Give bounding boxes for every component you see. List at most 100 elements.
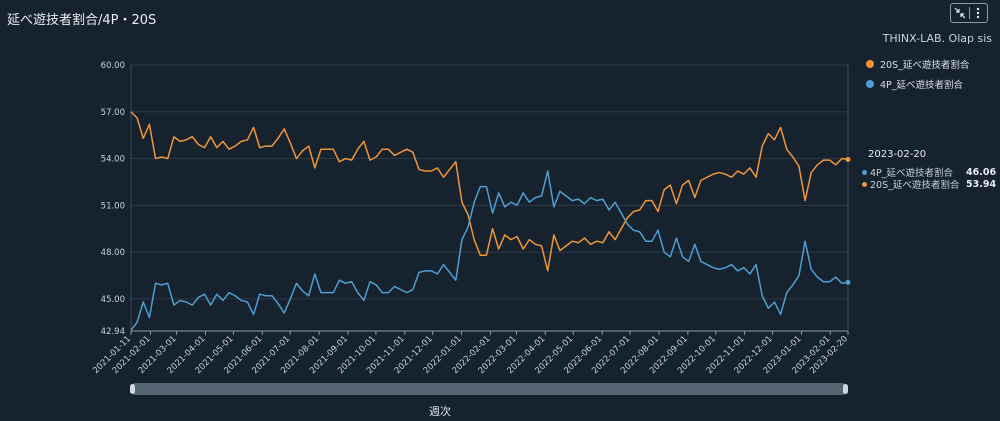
data-point-4p [725,267,727,269]
data-point-4p [841,282,843,284]
data-point-4p [253,314,255,316]
data-point-4p [529,201,531,203]
data-point-20s [326,148,328,150]
tooltip-dot-20s [862,181,867,187]
data-point-4p [320,292,322,294]
data-point-4p [136,321,138,323]
data-point-20s [835,164,837,166]
data-point-20s [430,170,432,172]
data-point-20s [786,148,788,150]
data-point-20s [136,117,138,119]
data-point-20s [161,156,163,158]
collapse-icon[interactable] [951,4,969,22]
data-point-4p [749,273,751,275]
data-point-20s [149,123,151,125]
data-point-4p [774,301,776,303]
data-point-4p [228,292,230,294]
data-point-4p [731,264,733,266]
data-point-4p [142,301,144,303]
data-point-20s [565,245,567,247]
data-point-20s [614,239,616,241]
data-point-20s [381,148,383,150]
data-point-4p [768,307,770,309]
data-point-20s [792,156,794,158]
data-point-4p [700,261,702,263]
data-point-4p [290,298,292,300]
data-point-20s [590,244,592,246]
data-point-4p [357,292,359,294]
data-point-4p [627,223,629,225]
data-point-4p [430,270,432,272]
data-point-4p [804,240,806,242]
range-slider-right-handle[interactable] [843,384,848,394]
data-point-4p [437,273,439,275]
data-point-20s [571,240,573,242]
data-point-20s [535,244,537,246]
data-point-20s [633,211,635,213]
data-point-4p [719,268,721,270]
series-line-4p [130,170,849,331]
y-tick-label: 51.00 [101,201,125,211]
data-point-20s [204,147,206,149]
data-point-4p [467,226,469,228]
data-point-4p [541,195,543,197]
data-point-20s [332,148,334,150]
data-point-20s [400,152,402,154]
data-point-4p [179,300,181,302]
data-point-4p [845,279,851,285]
data-point-20s [559,250,561,252]
data-point-20s [247,139,249,141]
data-point-4p [565,195,567,197]
data-point-20s [602,242,604,244]
data-point-4p [516,205,518,207]
data-point-4p [185,301,187,303]
data-point-4p [602,198,604,200]
data-point-20s [480,254,482,256]
data-point-4p [400,289,402,291]
legend-item-4p[interactable]: 4P_延べ遊技者割合 [866,74,969,94]
data-point-20s [810,172,812,174]
data-point-4p [498,192,500,194]
data-point-20s [817,164,819,166]
data-point-4p [363,300,365,302]
data-point-4p [651,240,653,242]
tooltip-value-20s: 53.94 [966,178,997,190]
more-vertical-icon[interactable] [969,4,987,22]
data-point-20s [302,150,304,152]
chart-toolbar [950,3,988,23]
data-point-4p [234,295,236,297]
data-point-4p [522,192,524,194]
data-point-20s [406,148,408,150]
data-point-20s [700,180,702,182]
data-point-4p [755,264,757,266]
data-point-4p [461,239,463,241]
data-point-4p [161,284,163,286]
data-point-4p [326,292,328,294]
legend-item-20s[interactable]: 20S_延べ遊技者割合 [866,54,969,74]
data-point-4p [394,286,396,288]
range-slider-left-handle[interactable] [130,384,135,394]
data-point-20s [657,211,659,213]
data-point-4p [706,264,708,266]
data-point-20s [639,209,641,211]
data-point-4p [823,281,825,283]
data-point-20s [253,127,255,129]
tooltip-value-4p: 46.06 [966,166,997,178]
data-point-4p [418,272,420,274]
data-point-20s [424,170,426,172]
data-point-4p [222,300,224,302]
data-point-20s [510,239,512,241]
data-point-20s [774,139,776,141]
data-point-4p [584,203,586,205]
range-slider[interactable] [130,383,848,395]
tooltip-name-20s: 20S_延べ遊技者割合 [870,180,960,191]
y-tick-label: 42.94 [101,327,125,337]
data-point-4p [480,186,482,188]
data-point-20s [412,152,414,154]
data-point-20s [388,148,390,150]
data-point-20s [198,144,200,146]
source-label: THINX-LAB. Olap sis [882,32,992,45]
data-point-4p [547,170,549,172]
data-point-4p [835,276,837,278]
data-point-4p [559,190,561,192]
